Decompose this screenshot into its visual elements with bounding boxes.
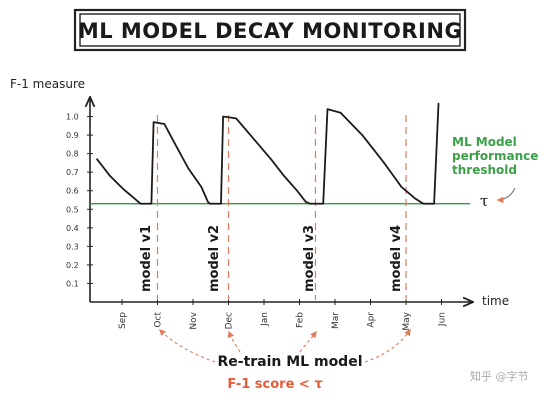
chart-title: ML MODEL DECAY MONITORING bbox=[78, 19, 462, 43]
decay-curve-segment bbox=[433, 102, 440, 205]
decay-curves bbox=[96, 102, 440, 205]
y-tick-label: 0.6 bbox=[66, 187, 79, 196]
title-box: ML MODEL DECAY MONITORING bbox=[73, 8, 467, 52]
x-tick-label: May bbox=[402, 311, 412, 330]
y-tick-label: 0.7 bbox=[66, 168, 79, 177]
threshold-label: ML Model performance threshold bbox=[452, 135, 543, 177]
x-tick-label: Nov bbox=[189, 311, 199, 329]
decay-curve-segment bbox=[322, 108, 425, 205]
decay-curve-segment bbox=[220, 115, 311, 205]
y-tick-label: 0.4 bbox=[66, 224, 79, 233]
model-version-label: model v2 bbox=[207, 225, 222, 292]
y-tick-label: 0.9 bbox=[66, 131, 79, 140]
x-tick-label: Sep bbox=[118, 312, 128, 329]
threshold-label-line-2: performance bbox=[452, 149, 538, 163]
threshold-label-line-1: ML Model bbox=[452, 135, 517, 149]
y-tick-label: 0.8 bbox=[66, 150, 79, 159]
y-tick-label: 1.0 bbox=[66, 113, 79, 122]
arrow-to-dec bbox=[227, 330, 241, 353]
x-tick-label: Jan bbox=[260, 312, 270, 327]
x-tick-label: Feb bbox=[296, 312, 306, 328]
threshold-annotation: ML Model performance threshold τ bbox=[452, 135, 543, 210]
x-tick-label: Apr bbox=[367, 312, 377, 328]
y-tick-label: 0.3 bbox=[66, 242, 79, 251]
y-ticks: 0.1 0.2 0.3 0.4 0.5 0.6 0.7 0.8 0.9 1.0 bbox=[66, 113, 93, 288]
y-tick-label: 0.2 bbox=[66, 261, 79, 270]
threshold-arrow bbox=[496, 187, 516, 204]
x-tick-label: Dec bbox=[225, 312, 235, 329]
model-version-label: model v4 bbox=[389, 225, 404, 292]
retrain-condition: F-1 score < τ bbox=[227, 377, 322, 392]
y-axis-label: F-1 measure bbox=[10, 77, 85, 91]
x-tick-label: Oct bbox=[154, 312, 164, 328]
y-tick-label: 0.5 bbox=[66, 205, 79, 214]
retrain-annotation: Re-train ML model F-1 score < τ bbox=[159, 328, 411, 392]
watermark: 知乎 @字节 bbox=[470, 369, 529, 383]
threshold-label-line-3: threshold bbox=[452, 163, 517, 177]
y-tick-label: 0.1 bbox=[66, 279, 79, 288]
arrow-to-mar bbox=[299, 330, 317, 353]
threshold-symbol: τ bbox=[480, 192, 488, 210]
model-version-label: model v3 bbox=[302, 225, 317, 292]
x-axis-label: time bbox=[482, 294, 509, 308]
model-labels: model v1 model v2 model v3 model v4 bbox=[139, 225, 404, 292]
x-ticks: Sep Oct Nov Dec Jan Feb Mar Apr May Jun bbox=[118, 299, 448, 331]
decay-curve-segment bbox=[150, 121, 211, 205]
x-tick-label: Mar bbox=[331, 312, 341, 329]
x-tick-label: Jun bbox=[438, 312, 448, 327]
retrain-label: Re-train ML model bbox=[217, 354, 362, 370]
decay-curve-segment bbox=[96, 158, 142, 205]
model-version-label: model v1 bbox=[139, 225, 154, 292]
arrow-to-oct bbox=[159, 329, 216, 363]
retrain-lines bbox=[156, 115, 407, 300]
arrow-to-may bbox=[364, 328, 411, 363]
